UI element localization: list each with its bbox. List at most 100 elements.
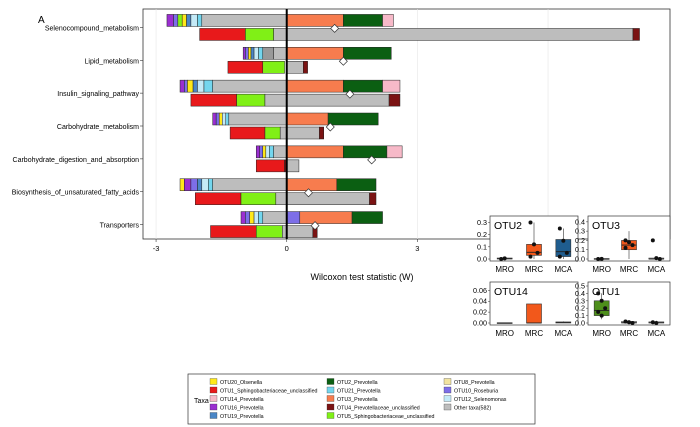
inset-group-label: MRC <box>620 265 638 274</box>
bar-segment <box>228 112 287 126</box>
bar-segment <box>184 178 192 191</box>
legend-swatch <box>326 412 335 419</box>
bar-segment <box>286 47 344 60</box>
bar-segment <box>273 47 287 60</box>
legend-item-label: Other taxa(582) <box>454 406 491 412</box>
bar-segment <box>245 47 249 60</box>
category-labels: Selenocompound_metabolism Lipid_metabolis… <box>12 25 143 230</box>
inset-point <box>561 238 566 243</box>
inset-y-tick-label: 0.0 <box>477 255 487 264</box>
inset-point <box>596 291 601 296</box>
bar-segment <box>262 145 267 159</box>
bar-segment <box>275 192 287 205</box>
inset-y-tick-label: 0.2 <box>575 304 585 313</box>
inset-point <box>603 306 608 311</box>
legend-item-label: OTU1_Sphingobacteriaceae_unclassified <box>220 389 318 395</box>
legend-item-label: OTU16_Prevotella <box>220 406 264 412</box>
inset-group-label: MCA <box>554 265 572 274</box>
bar-segment <box>262 61 285 74</box>
bar-segment <box>190 14 198 27</box>
w-statistic-marker <box>310 221 320 231</box>
w-statistic-marker <box>367 155 377 165</box>
bar-segment <box>190 93 237 107</box>
bar-segment <box>192 79 198 93</box>
legend-item-label: OTU12_Selenomonas <box>454 397 507 403</box>
bar-segment <box>229 126 266 140</box>
bar-segment <box>327 112 379 126</box>
inset-group-label: MRC <box>525 265 543 274</box>
legend-title: Taxa <box>194 398 209 405</box>
inset-y-tick-label: 0.1 <box>477 242 487 251</box>
bar-segment <box>259 145 264 159</box>
legend-item-label: OTU20_Olsenella <box>220 380 262 386</box>
inset-point <box>657 257 662 261</box>
inset-y-tick-label: 0.4 <box>575 217 585 226</box>
bar-segment <box>382 14 394 27</box>
legend-item-label: OTU5_Sphingobacteriaceae_unclassified <box>337 414 435 420</box>
bar-segment <box>250 47 255 60</box>
bar-segment <box>262 211 287 224</box>
w-statistic-marker <box>345 89 355 99</box>
bar-segment <box>236 93 266 107</box>
bar-segment <box>177 14 183 27</box>
bar-segment <box>240 211 246 224</box>
bar-segment <box>269 145 274 159</box>
inset-point <box>650 320 655 325</box>
bar-segment <box>245 28 274 41</box>
legend-swatch <box>326 403 335 411</box>
legend-swatch <box>209 395 218 402</box>
category-label: Lipid_metabolism <box>85 58 140 65</box>
inset-point <box>654 256 659 261</box>
category-label: Biosynthesis_of_unsaturated_fatty_acids <box>12 190 140 197</box>
bar-segment <box>242 47 246 60</box>
inset-title: OTU2 <box>494 220 522 232</box>
x-tick-label: 0 <box>285 244 289 253</box>
inset-point <box>623 238 628 243</box>
inset-point <box>599 298 604 303</box>
inset-y-tick-label: 0.4 <box>575 289 585 298</box>
inset-y-tick-label: 0.00 <box>473 319 487 328</box>
bar-segment <box>212 79 287 93</box>
w-statistic-marker <box>325 122 335 132</box>
w-statistic-marker <box>304 188 313 198</box>
bar-segment <box>286 61 304 74</box>
inset-y-tick-label: 0.02 <box>473 308 487 317</box>
bar-segment <box>212 112 217 126</box>
bar-segment <box>286 192 370 205</box>
inset-box <box>526 303 542 324</box>
legend-item-label: OTU8_Prevotella <box>454 380 495 386</box>
bar-segment <box>245 211 250 224</box>
legend-item-label: OTU21_Prevotella <box>337 389 381 395</box>
legend-swatch <box>209 386 218 394</box>
inset-point <box>532 242 536 247</box>
bar-segment <box>199 28 246 41</box>
bar-segment <box>187 79 194 93</box>
bar-segment <box>286 178 338 191</box>
bar-segment <box>184 79 188 93</box>
inset-y-tick-label: 0.3 <box>575 227 585 236</box>
bar-segment <box>215 112 220 126</box>
bar-segment <box>273 145 287 159</box>
category-label: Selenocompound_metabolism <box>45 25 139 32</box>
bar-segment <box>382 79 401 93</box>
bar-segment <box>286 112 329 126</box>
inset-point <box>623 319 628 324</box>
inset-point <box>502 256 507 261</box>
legend-swatch <box>443 395 452 402</box>
inset-y-tick-label: 0.3 <box>575 296 585 305</box>
bar-segment <box>210 225 257 238</box>
category-label: Carbohydrate_metabolism <box>57 124 139 131</box>
inset-point <box>596 309 601 314</box>
inset-y-tick-label: 0.1 <box>575 311 585 320</box>
bar-segment <box>343 14 383 27</box>
bar-segment <box>208 178 213 191</box>
inset-point <box>557 226 562 231</box>
inset-title: OTU14 <box>494 286 528 298</box>
bar-segment <box>264 93 287 107</box>
legend-item-label: OTU14_Prevotella <box>220 397 264 403</box>
bar-segment <box>264 126 281 140</box>
bar-segment <box>351 211 383 224</box>
bar-segment <box>197 178 203 191</box>
inset-point <box>627 240 631 245</box>
bar-segment <box>227 61 264 74</box>
